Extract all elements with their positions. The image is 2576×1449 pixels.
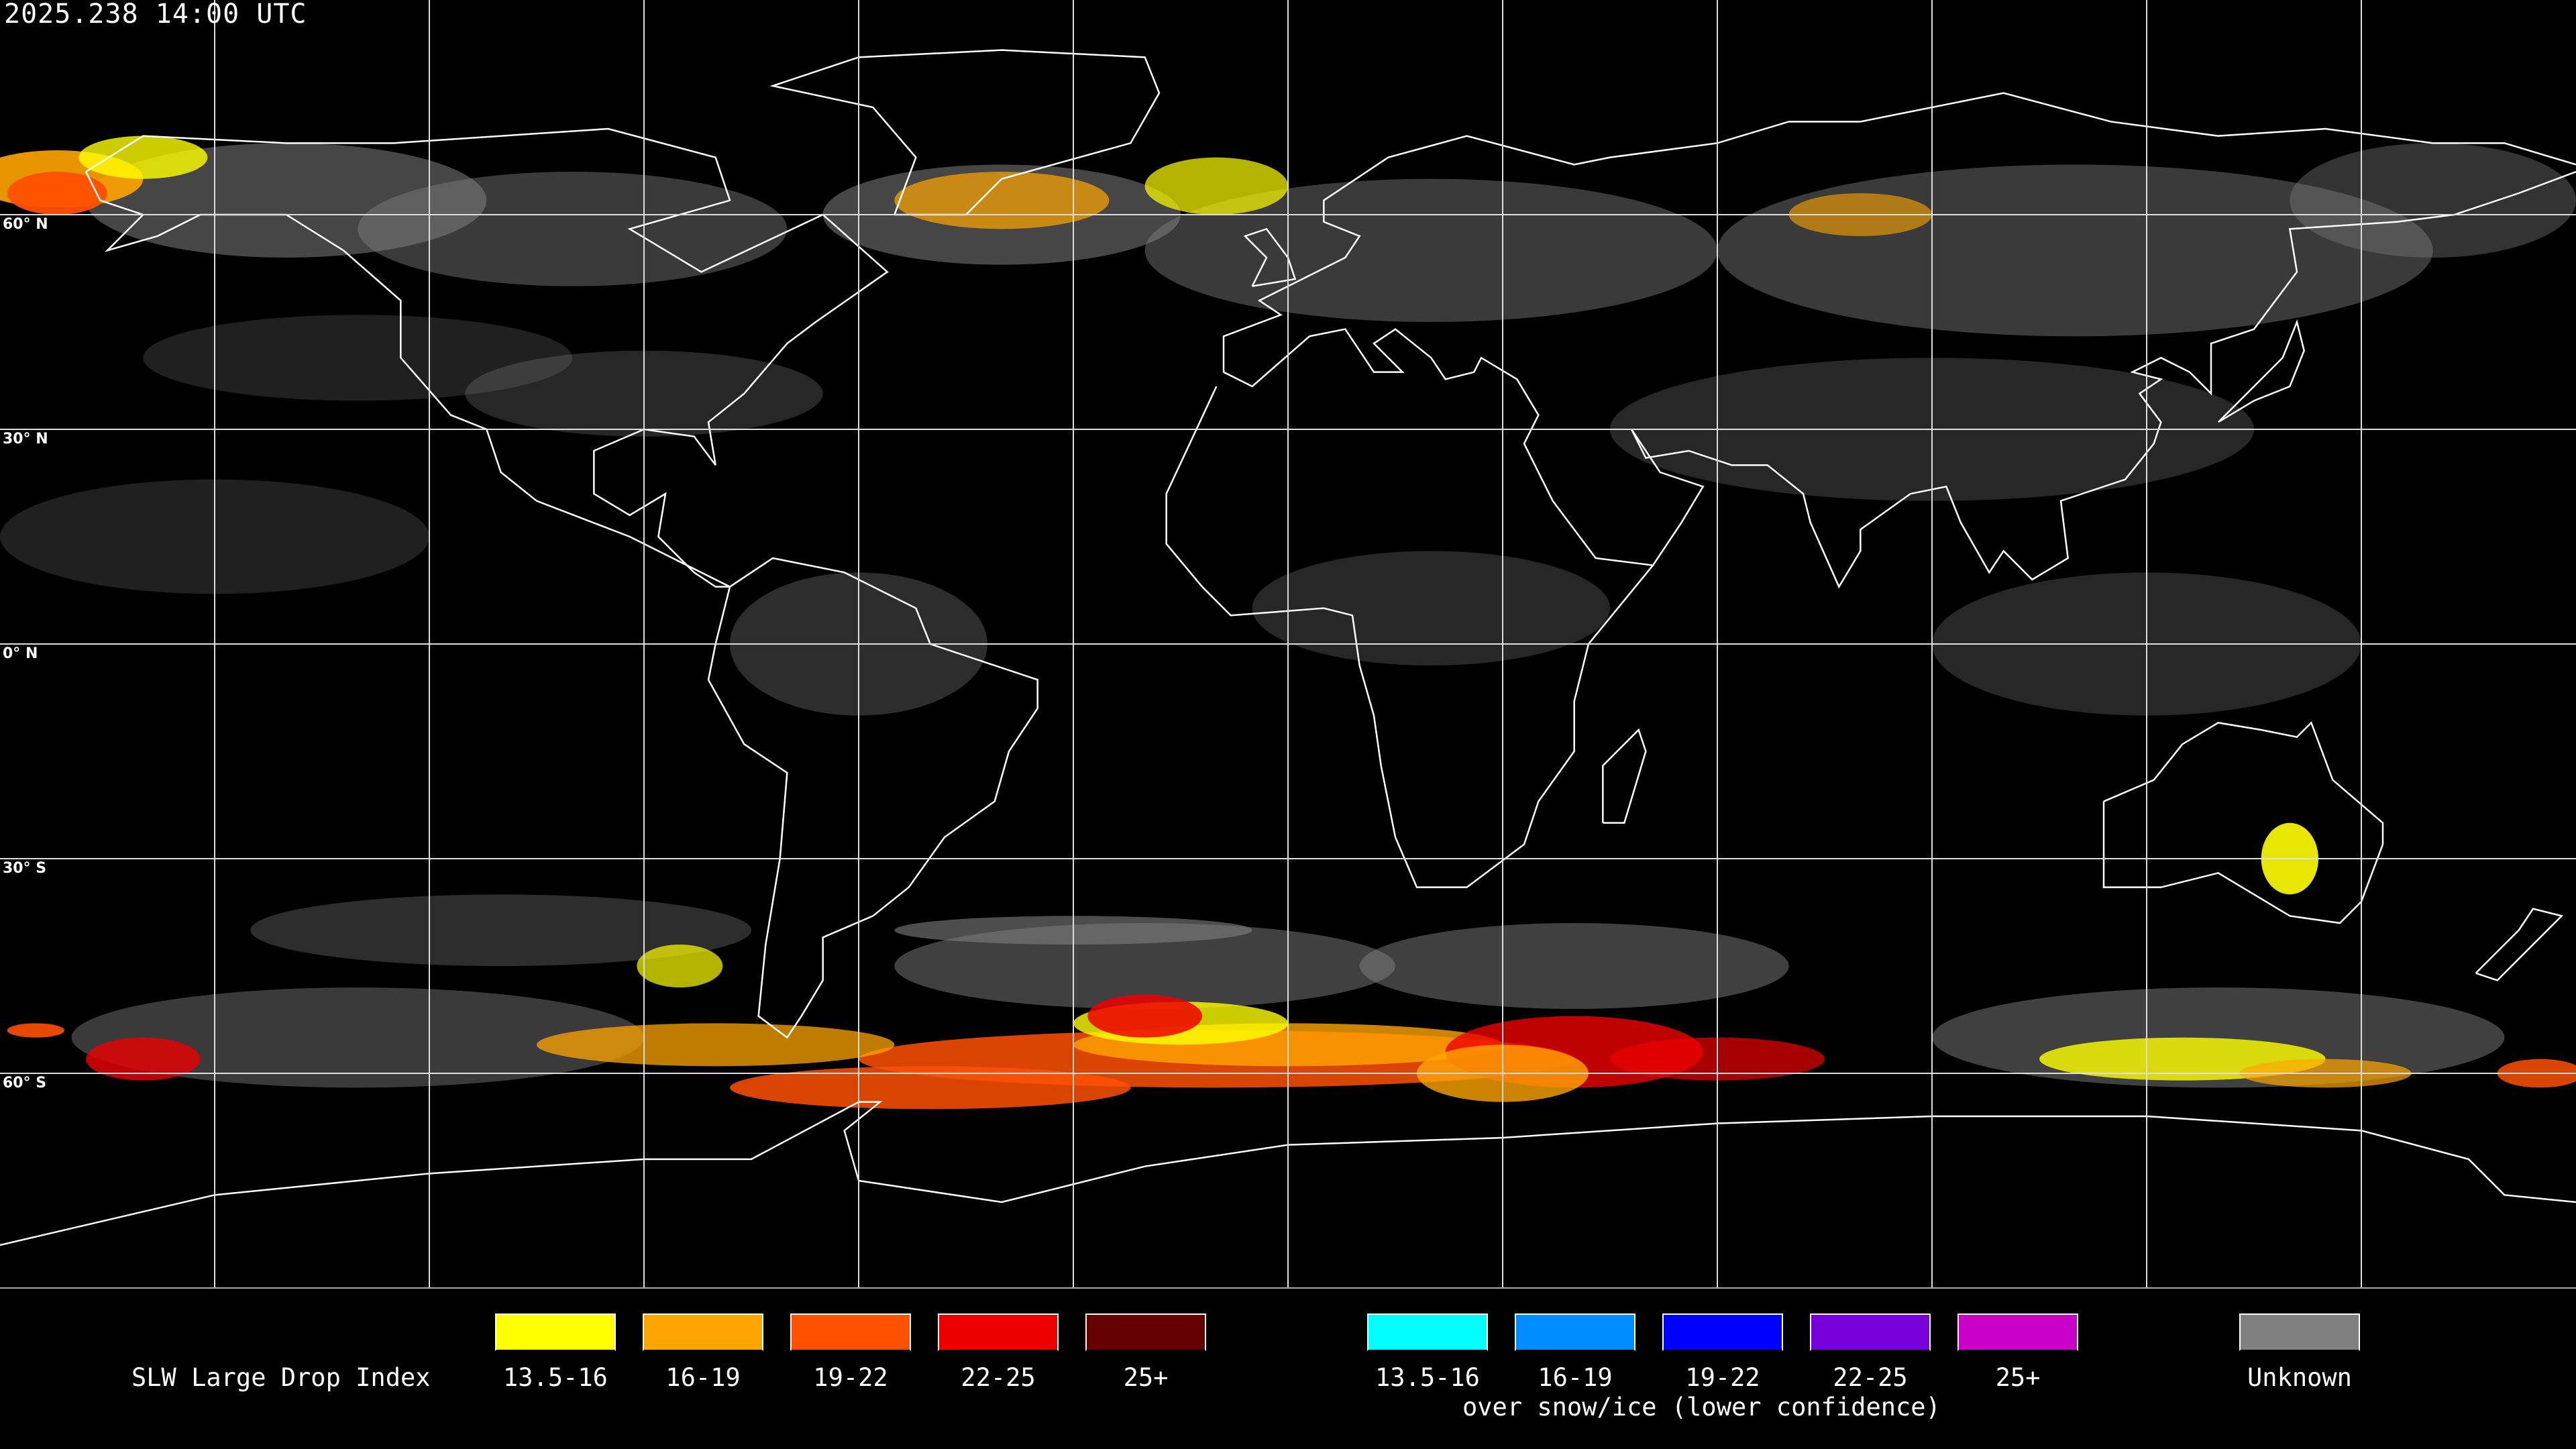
legend-unknown-label: Unknown <box>2247 1363 2352 1392</box>
legend-title: SLW Large Drop Index <box>131 1363 431 1392</box>
coastline-eurasia-africa <box>1165 92 2576 888</box>
coastline-asia-south <box>1630 170 2576 589</box>
coastline-new-zealand <box>2475 908 2564 981</box>
cloud-region <box>1144 157 1289 215</box>
cloud-region <box>1087 994 1203 1038</box>
coastline-britain <box>1243 227 1297 287</box>
cloud-region <box>894 171 1110 229</box>
cloud-region <box>358 171 788 286</box>
legend-snow-0-label: 13.5-16 <box>1375 1363 1480 1392</box>
cloud-region <box>2290 143 2576 258</box>
legend-unknown-swatch <box>2239 1313 2360 1351</box>
legend-snow-3-label: 22-25 <box>1833 1363 1908 1392</box>
cloud-region <box>1359 922 1789 1010</box>
lat-label-0n: 0° N <box>3 645 38 662</box>
legend-snow-1-label: 16-19 <box>1538 1363 1613 1392</box>
cloud-region <box>143 315 573 401</box>
coastline-north-america <box>85 127 889 588</box>
cloud-region <box>250 894 752 967</box>
world-map <box>0 0 2576 1288</box>
legend-std-3-label: 22-25 <box>961 1363 1036 1392</box>
legend-std-2-swatch <box>790 1313 911 1351</box>
legend-snow-3-swatch <box>1810 1313 1931 1351</box>
legend-std-4-swatch <box>1085 1313 1206 1351</box>
lat-label-30n: 30° N <box>3 431 48 447</box>
cloud-region <box>85 1037 201 1081</box>
legend-divider <box>0 1287 2576 1289</box>
cloud-region <box>729 1066 1131 1110</box>
legend-snow-4-swatch <box>1957 1313 2078 1351</box>
coastline-japan <box>2217 319 2305 423</box>
cloud-region <box>536 1023 895 1067</box>
lat-label-60s: 60° S <box>3 1075 47 1091</box>
cloud-region <box>7 1023 65 1038</box>
lat-lon-grid <box>0 0 2576 1288</box>
legend-std-1-label: 16-19 <box>665 1363 741 1392</box>
legend-std-0-swatch <box>495 1313 616 1351</box>
legend-std-4-label: 25+ <box>1123 1363 1169 1392</box>
legend-snow-2-label: 19-22 <box>1685 1363 1760 1392</box>
cloud-region <box>78 136 208 179</box>
cloud-region <box>894 922 1396 1010</box>
legend-std-1-swatch <box>643 1313 763 1351</box>
coastline-madagascar <box>1602 728 1647 824</box>
lat-label-30s: 30° S <box>3 860 47 877</box>
legend-snow-1-swatch <box>1515 1313 1635 1351</box>
cloud-region <box>7 171 108 215</box>
legend-std-0-label: 13.5-16 <box>503 1363 608 1392</box>
coastline-australia <box>2102 721 2384 924</box>
lat-label-60n: 60° N <box>3 216 48 233</box>
legend-snow-4-label: 25+ <box>1995 1363 2041 1392</box>
legend-snow-0-swatch <box>1367 1313 1488 1351</box>
legend-std-2-label: 19-22 <box>813 1363 888 1392</box>
timestamp: 2025.238 14:00 UTC <box>4 0 307 30</box>
cloud-region <box>1252 551 1611 666</box>
cloud-region <box>637 944 723 988</box>
coastline-south-america <box>707 557 1038 1039</box>
legend-snow-2-swatch <box>1662 1313 1783 1351</box>
snow-ice-caption: over snow/ice (lower confidence) <box>1462 1393 1941 1421</box>
legend-std-3-swatch <box>938 1313 1059 1351</box>
